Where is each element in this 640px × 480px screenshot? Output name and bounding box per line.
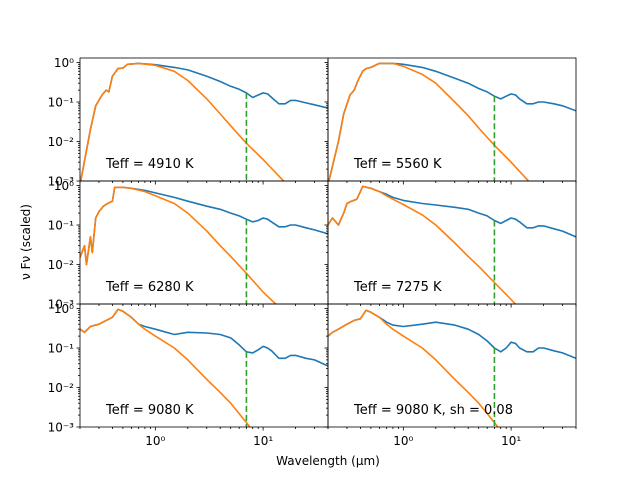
panel-annotation: Teff = 9080 K xyxy=(105,403,194,418)
panel-3: Teff = 6280 K xyxy=(76,180,329,308)
y-tick-label: 10⁻¹ xyxy=(48,96,75,110)
stellar-sed-line xyxy=(328,185,517,304)
stellar-sed-line xyxy=(80,186,277,304)
panel-1: Teff = 4910 K xyxy=(76,57,329,185)
x-tick-label: 10¹ xyxy=(501,434,521,448)
y-tick-label: 10⁰ xyxy=(54,302,74,316)
panel-annotation: Teff = 5560 K xyxy=(353,157,442,172)
plot-area xyxy=(328,309,576,427)
y-tick-label: 10⁰ xyxy=(54,56,74,70)
plot-area xyxy=(80,308,328,427)
panel-5: Teff = 9080 K xyxy=(76,303,329,431)
y-tick-label: 10⁻³ xyxy=(48,298,75,312)
panels: Teff = 4910 K Teff = 5560 K Teff = 6280 K T… xyxy=(76,57,577,431)
panel-annotation: Teff = 7275 K xyxy=(353,280,442,295)
stellar-sed-line xyxy=(328,309,499,427)
stellar-sed-line xyxy=(80,62,285,181)
panel-6: Teff = 9080 K, sh = 0.08 xyxy=(324,303,577,431)
total-sed-line xyxy=(328,309,576,360)
plot-area xyxy=(80,186,328,304)
y-tick-label: 10⁻² xyxy=(48,381,75,395)
panel-annotation: Teff = 4910 K xyxy=(105,157,194,172)
x-tick-label: 10¹ xyxy=(253,434,273,448)
ticks xyxy=(324,62,577,185)
y-tick-label: 10⁻² xyxy=(48,258,75,272)
total-sed-line xyxy=(80,186,328,266)
plot-area xyxy=(328,62,576,181)
total-sed-line xyxy=(328,185,576,238)
y-axis-label: ν Fν (scaled) xyxy=(19,204,33,280)
y-tick-label: 10⁻³ xyxy=(48,175,75,189)
y-tick-label: 10⁻¹ xyxy=(48,219,75,233)
ticks xyxy=(324,308,577,431)
x-tick-label: 10⁰ xyxy=(393,434,413,448)
y-tick-labels: 10⁰10⁻¹10⁻²10⁻³10⁰10⁻¹10⁻²10⁻³10⁰10⁻¹10⁻… xyxy=(48,56,75,434)
y-tick-label: 10⁻³ xyxy=(48,421,75,435)
panel-annotation: Teff = 9080 K, sh = 0.08 xyxy=(353,403,513,418)
ticks xyxy=(76,308,329,431)
y-tick-label: 10⁻¹ xyxy=(48,342,75,356)
axes-frame xyxy=(327,303,577,428)
stellar-sed-line xyxy=(80,308,251,427)
y-tick-label: 10⁻² xyxy=(48,135,75,149)
plot-area xyxy=(328,185,576,304)
panel-2: Teff = 5560 K xyxy=(324,57,577,185)
panel-4: Teff = 7275 K xyxy=(324,180,577,308)
total-sed-line xyxy=(80,308,328,367)
panel-annotation: Teff = 6280 K xyxy=(105,280,194,295)
stellar-sed-line xyxy=(328,62,530,181)
plot-area xyxy=(80,62,328,181)
x-axis-label: Wavelength (μm) xyxy=(276,454,380,468)
y-tick-label: 10⁰ xyxy=(54,179,74,193)
x-tick-label: 10⁰ xyxy=(145,434,165,448)
x-tick-labels: 10⁰ 10¹ 10⁰ 10¹ xyxy=(145,434,521,448)
